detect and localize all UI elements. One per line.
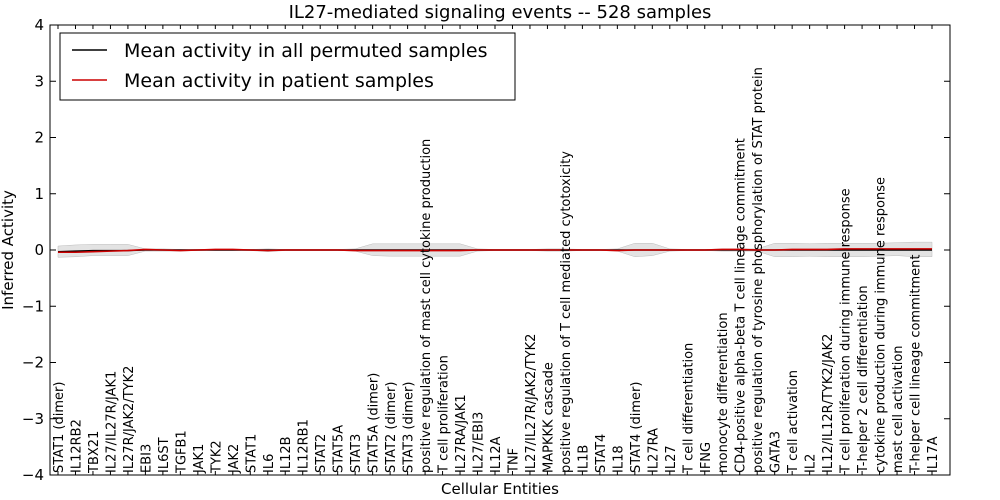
series-lines-layer — [57, 248, 932, 254]
x-tick-label: IL27RA/JAK1 — [454, 394, 469, 473]
y-tick-label: 3 — [34, 72, 44, 90]
x-tick-label: positive regulation of tyrosine phosphor… — [751, 67, 766, 473]
chart-title: IL27-mediated signaling events -- 528 sa… — [289, 2, 712, 23]
x-tick-label: IL12RB2 — [69, 419, 84, 473]
x-tick-label: JAK1 — [192, 444, 207, 474]
legend-box — [59, 32, 516, 101]
legend-label-permuted: Mean activity in all permuted samples — [124, 40, 487, 62]
x-tick-label: TGFB1 — [174, 430, 189, 474]
x-tick-label: TBX21 — [87, 431, 102, 474]
y-tick-label: −1 — [22, 297, 44, 315]
y-tick-label: −4 — [22, 466, 44, 484]
legend-label-patient: Mean activity in patient samples — [124, 70, 434, 92]
x-tick-label: JAK2 — [227, 444, 242, 474]
y-axis-label: Inferred Activity — [0, 190, 17, 310]
y-tick-label: −2 — [22, 354, 44, 372]
x-tick-label: IL6ST — [157, 437, 172, 473]
x-tick-label: MAPKKK cascade — [541, 362, 556, 473]
x-tick-label: cytokine production during immune respon… — [874, 177, 889, 473]
x-tick-label: STAT4 — [594, 434, 609, 473]
x-tick-label: T cell differentiation — [681, 343, 696, 474]
x-tick-label: IL27/IL27R/JAK2/TYK2 — [524, 334, 539, 473]
x-tick-label: EBI3 — [139, 444, 154, 473]
x-tick-label: IL1B — [576, 445, 591, 473]
x-tick-label: IL27R/JAK2/TYK2 — [122, 366, 137, 473]
x-tick-label: IL27RA — [646, 428, 661, 473]
x-tick-label: mast cell activation — [891, 345, 906, 473]
x-tick-label: GATA3 — [769, 431, 784, 473]
y-tick-label: −3 — [22, 410, 44, 428]
x-tick-label: STAT5A — [332, 425, 347, 473]
x-tick-label: T-helper cell lineage commitment — [909, 255, 924, 474]
y-tick-label: 2 — [34, 129, 44, 147]
x-tick-label: monocyte differentiation — [716, 312, 731, 473]
x-tick-label: IL6 — [262, 454, 277, 473]
x-tick-label: T cell proliferation during immune respo… — [839, 188, 854, 474]
x-tick-label: IL27 — [664, 445, 679, 473]
x-tick-label: STAT5A (dimer) — [367, 373, 382, 473]
y-tick-label: 4 — [34, 16, 44, 34]
x-axis: STAT1 (dimer) IL12RB2 TBX21 IL27/IL27R/JAK1… — [52, 25, 941, 475]
x-tick-label: TYK2 — [209, 440, 224, 474]
x-tick-label: IL12B — [279, 436, 294, 473]
legend: Mean activity in all permuted samples Me… — [59, 32, 516, 101]
x-tick-label: positive regulation of T cell mediated c… — [559, 151, 574, 473]
x-tick-label: CD4-positive alpha-beta T cell lineage c… — [734, 138, 749, 473]
x-tick-label: positive regulation of mast cell cytokin… — [419, 139, 434, 473]
x-tick-label: T cell activation — [786, 370, 801, 474]
x-tick-label: IL12/IL12R/TYK2/JAK2 — [821, 334, 836, 473]
y-tick-label: 0 — [34, 241, 44, 259]
x-tick-label: STAT1 (dimer) — [52, 382, 67, 473]
x-tick-label: IL18 — [611, 445, 626, 473]
y-axis: −4 −3 −2 −1 0 1 2 3 4 — [22, 16, 950, 484]
x-tick-label: IL17A — [926, 436, 941, 473]
x-axis-label: Cellular Entities — [441, 480, 559, 498]
y-tick-label: 1 — [34, 185, 44, 203]
x-tick-label: IL2 — [804, 454, 819, 473]
x-tick-label: IL27/IL27R/JAK1 — [104, 371, 119, 473]
x-tick-label: TNF — [506, 448, 521, 474]
x-tick-label: IFNG — [699, 442, 714, 473]
x-tick-label: STAT3 — [349, 434, 364, 473]
x-tick-label: STAT3 (dimer) — [402, 382, 417, 473]
x-tick-label: STAT1 — [244, 434, 259, 473]
x-tick-label: T cell proliferation — [437, 355, 452, 474]
series-line-patient — [58, 248, 932, 254]
x-tick-label: T-helper 2 cell differentiation — [856, 285, 871, 474]
x-tick-label: IL27/EBI3 — [472, 412, 487, 473]
x-tick-label: IL12RB1 — [297, 419, 312, 473]
x-tick-label: STAT4 (dimer) — [629, 382, 644, 473]
x-tick-label: IL12A — [489, 436, 504, 473]
x-tick-label: STAT2 — [314, 434, 329, 473]
x-tick-label: STAT2 (dimer) — [384, 382, 399, 473]
